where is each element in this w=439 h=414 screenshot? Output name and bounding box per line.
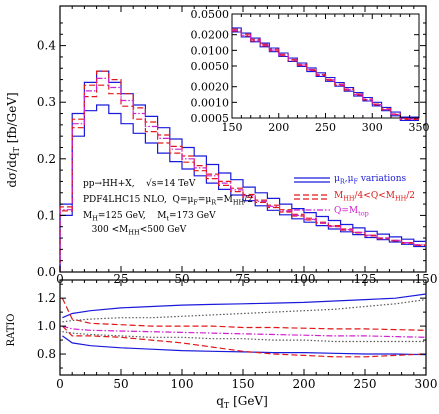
main-x-tick-label: 150 bbox=[415, 272, 438, 286]
annotation-line-part: =125 GeV, M bbox=[98, 211, 167, 221]
ratio-series-group bbox=[61, 293, 427, 358]
annotation-line: 300 <MHH<500 GeV bbox=[83, 225, 187, 237]
main-series-4 bbox=[59, 77, 426, 272]
annotation-line-part: HH bbox=[233, 199, 245, 207]
ratio-x-label-sub: T bbox=[224, 401, 230, 410]
main-y-label-main: dσ/dq bbox=[5, 152, 19, 188]
legend-label-part: HH bbox=[395, 195, 407, 203]
main-x-tick-label: 75 bbox=[235, 272, 250, 286]
inset-background bbox=[232, 14, 419, 118]
ratio-series-4 bbox=[62, 299, 427, 323]
inset-series-group bbox=[232, 27, 419, 121]
ratio-series-1 bbox=[62, 335, 427, 356]
legend-label-part: /4<Q<M bbox=[355, 191, 395, 201]
ratio-x-tick-label: 200 bbox=[293, 377, 316, 391]
ratio-x-label-main: q bbox=[216, 394, 224, 408]
inset-x-tick-label: 150 bbox=[222, 121, 243, 134]
ratio-y-tick-label: 1.2 bbox=[37, 291, 56, 305]
legend-label-part: top bbox=[358, 210, 369, 218]
main-y-tick-label: 0.3 bbox=[37, 95, 56, 109]
main-y-label-unit: [fb/GeV] bbox=[5, 92, 19, 147]
inset-y-tick-label: 0.0010 bbox=[191, 96, 230, 109]
ratio-series-5 bbox=[62, 331, 426, 343]
main-y-tick-label: 0.4 bbox=[37, 39, 56, 53]
legend-label-part: /2 bbox=[406, 191, 415, 201]
inset-series-4 bbox=[232, 29, 419, 120]
legend-label: μR,μF variations bbox=[334, 174, 407, 186]
ratio-y-tick-label: 0.8 bbox=[37, 347, 56, 361]
ratio-x-tick-label: 300 bbox=[415, 377, 438, 391]
ratio-y-tick-label: 1.0 bbox=[37, 319, 56, 333]
main-y-tick-label: 0.2 bbox=[37, 152, 56, 166]
ratio-series-2 bbox=[61, 297, 427, 331]
annotation-line: pp→HH+X, √s=14 TeV bbox=[83, 178, 196, 189]
inset-y-tick-label: 0.0050 bbox=[191, 60, 230, 73]
inset-x-tick-label: 200 bbox=[268, 121, 289, 134]
main-y-label-sub: T bbox=[12, 146, 21, 152]
legend-label-part: R bbox=[340, 178, 346, 186]
inset-y-tick-label: 0.0005 bbox=[191, 112, 230, 125]
main-panel: 0 25 50 75 100 125 150 0.0 0.1 0.2 0.3 0.4 bbox=[37, 5, 438, 286]
ratio-x-tick-label: 0 bbox=[56, 377, 64, 391]
main-y-axis-label: dσ/dqT [fb/GeV] bbox=[5, 92, 21, 187]
annotation-line-part: M bbox=[83, 211, 92, 221]
legend-label: Q=Mtop bbox=[334, 206, 369, 218]
annotation-line-part: HH bbox=[128, 229, 140, 237]
legend-label: MHH/4<Q<MHH/2 bbox=[334, 191, 415, 203]
annotation-line-part: R bbox=[211, 199, 217, 207]
annotation-line-part: F bbox=[193, 199, 198, 207]
inset-y-tick-label: 0.0500 bbox=[191, 8, 230, 21]
main-x-tick-label: 125 bbox=[354, 272, 377, 286]
legend-label-part: M bbox=[334, 191, 343, 201]
inset-x-tick-label: 250 bbox=[315, 121, 336, 134]
process-annotation: pp→HH+X, √s=14 TeV PDF4LHC15 NLO, Q=μF=μR… bbox=[83, 178, 253, 237]
main-x-tick-label: 100 bbox=[293, 272, 316, 286]
ratio-x-tick-label: 100 bbox=[171, 377, 194, 391]
main-y-tick-label: 0.0 bbox=[37, 265, 56, 279]
inset-y-tick-label: 0.0100 bbox=[191, 44, 230, 57]
annotation-line-part: PDF4LHC15 NLO, Q=μ bbox=[83, 195, 193, 205]
annotation-line-part: =173 GeV bbox=[169, 211, 216, 221]
ratio-x-label-unit: [GeV] bbox=[229, 394, 268, 408]
annotation-line-part: /2 bbox=[244, 195, 253, 205]
inset-x-tick-label: 300 bbox=[362, 121, 383, 134]
ratio-x-tick-label: 50 bbox=[113, 377, 128, 391]
annotation-line-part: t bbox=[166, 215, 169, 223]
main-x-tick-label: 0 bbox=[56, 272, 64, 286]
legend-label-part: HH bbox=[343, 195, 355, 203]
annotation-line: MH=125 GeV, Mt=173 GeV bbox=[83, 211, 216, 223]
annotation-line: PDF4LHC15 NLO, Q=μF=μR=MHH/2 bbox=[83, 195, 253, 207]
annotation-line-part: 300 <M bbox=[83, 225, 128, 235]
ratio-x-axis-label: qT [GeV] bbox=[216, 394, 268, 410]
ratio-series-0 bbox=[62, 293, 427, 319]
annotation-line-part: <500 GeV bbox=[140, 225, 187, 235]
main-y-tick-label: 0.1 bbox=[37, 208, 56, 222]
legend-label-part: Q=M bbox=[334, 206, 358, 216]
legend-label-part: ,μ bbox=[345, 174, 354, 184]
main-series-group bbox=[59, 70, 426, 272]
ratio-panel: 0 50 100 150 200 250 300 0.8 1.0 1.2 bbox=[37, 279, 438, 391]
inset-x-tick-label: 350 bbox=[409, 121, 430, 134]
annotation-line-part: =μ bbox=[198, 195, 212, 205]
annotation-line-part: √s=14 TeV bbox=[135, 178, 196, 189]
legend-label-part: F bbox=[353, 178, 358, 186]
inset-panel: 150 200 250 300 350 0.0500 0.0200 0.0100 0.0050… bbox=[191, 8, 430, 134]
ratio-series-3 bbox=[61, 325, 427, 358]
ratio-x-tick-label: 150 bbox=[232, 377, 255, 391]
main-x-tick-label: 50 bbox=[174, 272, 189, 286]
annotation-line-part: =M bbox=[216, 195, 233, 205]
ratio-x-tick-label: 250 bbox=[354, 377, 377, 391]
ratio-series-6 bbox=[62, 325, 427, 338]
annotation-line-part: pp→HH+X, bbox=[83, 179, 135, 189]
legend-label-part: variations bbox=[358, 174, 407, 184]
ratio-y-axis-label: RATIO bbox=[6, 313, 17, 346]
main-x-tick-label: 25 bbox=[113, 272, 128, 286]
inset-y-tick-label: 0.0200 bbox=[191, 29, 230, 42]
annotation-line-part: H bbox=[92, 215, 98, 223]
inset-y-tick-label: 0.0020 bbox=[191, 81, 230, 94]
legend-label-part: μ bbox=[334, 174, 340, 184]
